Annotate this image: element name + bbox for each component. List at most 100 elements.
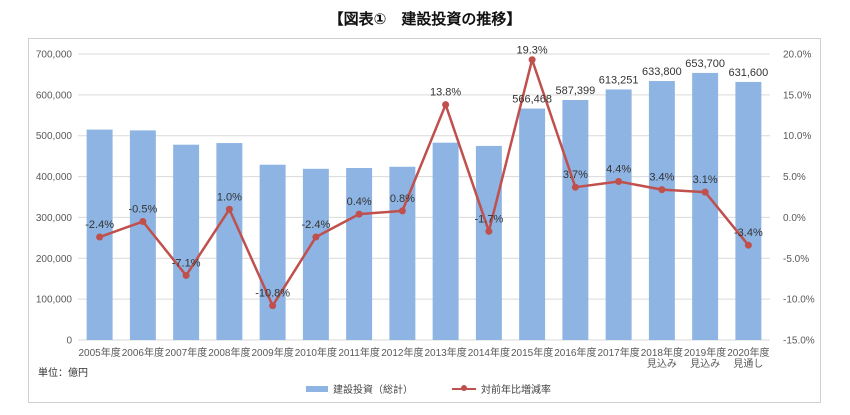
growth-rate-point bbox=[225, 205, 233, 213]
y-right-tick-label: 0.0% bbox=[783, 213, 806, 224]
line-data-label: 3.7% bbox=[563, 169, 588, 181]
y-right-tick-label: -15.0% bbox=[783, 336, 815, 347]
y-left-tick-label: 100,000 bbox=[36, 295, 73, 306]
y-left-tick-label: 300,000 bbox=[36, 213, 73, 224]
legend: 建設投資（総計） 対前年比増減率 bbox=[0, 381, 850, 396]
legend-bar-swatch bbox=[306, 385, 328, 392]
bar bbox=[692, 72, 719, 340]
x-tick-label: 2016年度 bbox=[554, 346, 596, 359]
bar bbox=[519, 108, 546, 340]
y-right-tick-label: 15.0% bbox=[783, 90, 811, 101]
legend-item-line: 対前年比増減率 bbox=[452, 381, 551, 396]
growth-rate-point bbox=[701, 188, 709, 196]
x-tick-label: 2009年度 bbox=[252, 346, 294, 359]
x-tick-label: 2018年度 bbox=[641, 346, 683, 359]
line-data-label: 1.0% bbox=[217, 191, 242, 203]
x-tick-label: 見込み bbox=[690, 358, 720, 370]
growth-rate-point bbox=[182, 271, 190, 279]
x-tick-label: 2015年度 bbox=[511, 346, 553, 359]
y-left-tick-label: 0 bbox=[66, 336, 72, 347]
x-tick-label: 2012年度 bbox=[381, 346, 423, 359]
x-tick-label: 2013年度 bbox=[425, 346, 467, 359]
bar-data-label: 631,600 bbox=[728, 67, 768, 79]
line-data-label: 13.8% bbox=[430, 87, 461, 99]
bar bbox=[259, 164, 286, 340]
x-tick-label: 見通し bbox=[733, 358, 763, 370]
bar bbox=[173, 144, 200, 340]
line-data-label: -2.4% bbox=[85, 219, 114, 231]
y-left-tick-label: 700,000 bbox=[36, 50, 73, 61]
x-tick-label: 2020年度 bbox=[727, 346, 769, 359]
y-right-tick-label: -5.0% bbox=[783, 254, 809, 265]
y-left-tick-label: 600,000 bbox=[36, 90, 73, 101]
bar-data-label: 613,251 bbox=[599, 74, 639, 86]
line-data-label: 3.1% bbox=[693, 174, 718, 186]
y-right-tick-label: 20.0% bbox=[783, 50, 811, 61]
line-data-label: 3.4% bbox=[649, 172, 674, 184]
x-tick-label: 2005年度 bbox=[79, 346, 121, 359]
x-tick-label: 2019年度 bbox=[684, 346, 726, 359]
line-data-label: 4.4% bbox=[606, 163, 631, 175]
line-data-label: 0.4% bbox=[347, 196, 372, 208]
bar bbox=[735, 81, 762, 340]
bar bbox=[475, 145, 502, 340]
x-tick-label: 2014年度 bbox=[468, 346, 510, 359]
line-data-label: -3.4% bbox=[734, 227, 763, 239]
growth-rate-point bbox=[615, 177, 623, 185]
line-data-label: 19.3% bbox=[517, 45, 548, 57]
line-data-label: -0.5% bbox=[129, 204, 158, 216]
growth-rate-point bbox=[355, 210, 363, 218]
growth-rate-point bbox=[398, 207, 406, 215]
bar-data-label: 653,700 bbox=[685, 58, 725, 70]
y-right-tick-label: -10.0% bbox=[783, 295, 815, 306]
x-tick-label: 2006年度 bbox=[122, 346, 164, 359]
bar bbox=[216, 143, 243, 340]
line-data-label: -2.4% bbox=[302, 219, 331, 231]
bar bbox=[129, 130, 156, 340]
bar bbox=[648, 81, 675, 341]
bar-data-label: 566,468 bbox=[512, 94, 552, 106]
unit-label: 単位：億円 bbox=[38, 368, 88, 379]
bar bbox=[302, 168, 329, 340]
bar bbox=[346, 167, 373, 340]
line-data-label: 0.8% bbox=[390, 193, 415, 205]
growth-rate-point bbox=[658, 186, 666, 194]
growth-rate-point bbox=[139, 218, 147, 226]
bar bbox=[432, 142, 459, 340]
growth-rate-point bbox=[312, 233, 320, 241]
growth-rate-point bbox=[442, 101, 450, 109]
growth-rate-point bbox=[528, 56, 536, 64]
y-right-tick-label: 10.0% bbox=[783, 131, 811, 142]
bar-data-label: 587,399 bbox=[555, 85, 595, 97]
chart-frame bbox=[28, 38, 821, 403]
line-data-label: -7.1% bbox=[172, 257, 201, 269]
bar bbox=[605, 89, 632, 340]
y-left-tick-label: 400,000 bbox=[36, 172, 73, 183]
x-tick-label: 2007年度 bbox=[165, 346, 207, 359]
y-left-tick-label: 200,000 bbox=[36, 254, 73, 265]
bar-data-label: 633,800 bbox=[642, 66, 682, 78]
growth-rate-point bbox=[744, 241, 752, 249]
legend-bar-label: 建設投資（総計） bbox=[333, 385, 413, 396]
line-data-label: -1.7% bbox=[475, 213, 504, 225]
bar bbox=[562, 100, 589, 340]
y-left-tick-label: 500,000 bbox=[36, 131, 73, 142]
legend-item-bar: 建設投資（総計） bbox=[306, 381, 413, 396]
legend-line-label: 対前年比増減率 bbox=[481, 385, 551, 396]
legend-line-swatch bbox=[452, 384, 476, 391]
x-tick-label: 2017年度 bbox=[598, 346, 640, 359]
x-tick-label: 見込み bbox=[647, 358, 677, 370]
x-tick-label: 2010年度 bbox=[295, 346, 337, 359]
x-tick-label: 2011年度 bbox=[338, 346, 380, 359]
x-tick-label: 2008年度 bbox=[208, 346, 250, 359]
growth-rate-point bbox=[485, 227, 493, 235]
growth-rate-point bbox=[571, 183, 579, 191]
bar bbox=[389, 166, 416, 340]
growth-rate-point bbox=[96, 233, 104, 241]
chart-title: 【図表① 建設投資の推移】 bbox=[328, 11, 522, 28]
growth-rate-line bbox=[99, 58, 750, 307]
line-data-label: -10.8% bbox=[255, 288, 290, 300]
y-right-tick-label: 5.0% bbox=[783, 172, 806, 183]
growth-rate-point bbox=[269, 302, 277, 310]
